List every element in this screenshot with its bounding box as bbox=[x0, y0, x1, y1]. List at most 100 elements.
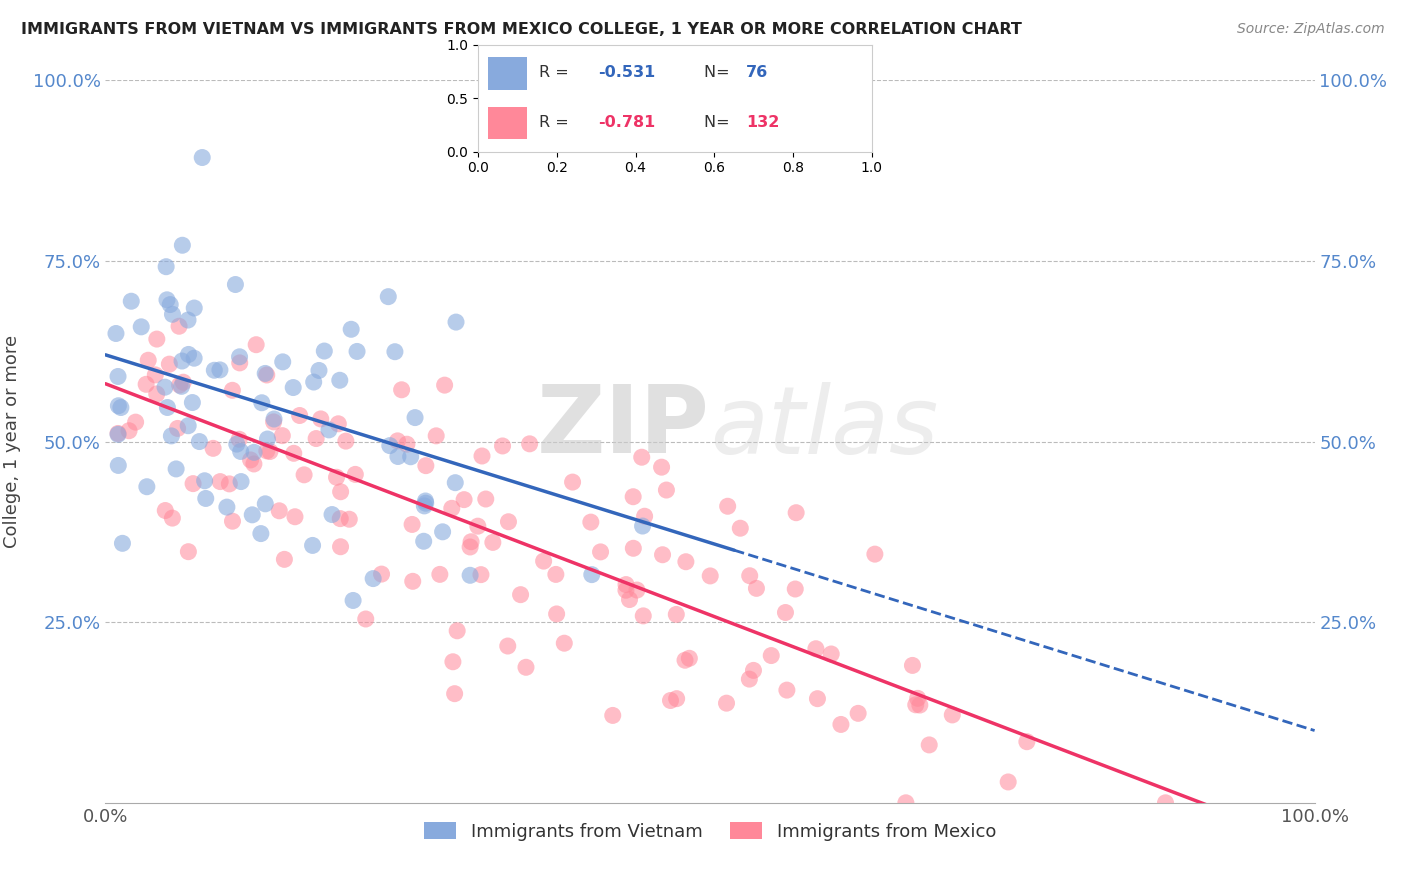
Text: N=: N= bbox=[704, 65, 735, 80]
Point bbox=[444, 315, 467, 329]
Point bbox=[172, 238, 194, 252]
Point bbox=[678, 651, 700, 665]
Point bbox=[245, 337, 267, 351]
Point bbox=[177, 544, 200, 558]
Point bbox=[384, 344, 406, 359]
Point bbox=[240, 508, 263, 522]
Point bbox=[153, 380, 176, 394]
Point bbox=[256, 368, 278, 382]
Point bbox=[188, 434, 211, 449]
Point bbox=[361, 572, 384, 586]
Point bbox=[433, 378, 456, 392]
Point bbox=[314, 344, 336, 359]
Point bbox=[283, 446, 305, 460]
Point bbox=[412, 534, 434, 549]
Point bbox=[675, 555, 697, 569]
Text: atlas: atlas bbox=[710, 382, 938, 473]
Point bbox=[183, 301, 205, 315]
Point bbox=[496, 639, 519, 653]
Point bbox=[224, 277, 246, 292]
Point bbox=[621, 490, 644, 504]
Point bbox=[446, 624, 468, 638]
Point bbox=[665, 691, 688, 706]
Point bbox=[288, 409, 311, 423]
Point bbox=[470, 567, 492, 582]
Point bbox=[111, 536, 134, 550]
Point bbox=[177, 313, 200, 327]
Point bbox=[208, 363, 231, 377]
Point bbox=[215, 500, 238, 515]
Point bbox=[209, 475, 232, 489]
Point bbox=[346, 344, 368, 359]
Point bbox=[181, 395, 204, 409]
Point bbox=[918, 738, 941, 752]
Point bbox=[413, 499, 436, 513]
Point bbox=[399, 450, 422, 464]
Point bbox=[181, 476, 204, 491]
Point bbox=[110, 401, 132, 415]
Point bbox=[440, 501, 463, 516]
Point bbox=[1154, 796, 1177, 810]
Point bbox=[321, 508, 343, 522]
Point bbox=[589, 545, 612, 559]
Point bbox=[284, 509, 307, 524]
Point bbox=[402, 574, 425, 589]
Point bbox=[337, 512, 360, 526]
Point bbox=[328, 417, 350, 431]
Point bbox=[730, 521, 752, 535]
Point bbox=[221, 384, 243, 398]
Point bbox=[159, 297, 181, 311]
Point bbox=[830, 717, 852, 731]
Point bbox=[221, 514, 243, 528]
Text: 132: 132 bbox=[745, 115, 779, 129]
Point bbox=[432, 524, 454, 539]
Point bbox=[194, 491, 217, 506]
Point bbox=[509, 588, 531, 602]
Point bbox=[806, 691, 828, 706]
Point bbox=[183, 351, 205, 366]
Point bbox=[243, 457, 266, 471]
Point bbox=[191, 151, 214, 165]
Point bbox=[533, 554, 555, 568]
Point bbox=[553, 636, 575, 650]
Y-axis label: College, 1 year or more: College, 1 year or more bbox=[3, 335, 21, 548]
Point bbox=[107, 458, 129, 473]
Point bbox=[172, 375, 194, 389]
Point bbox=[228, 356, 250, 370]
Point bbox=[761, 648, 783, 663]
Point bbox=[621, 541, 644, 556]
Point bbox=[415, 496, 437, 510]
Point bbox=[444, 475, 467, 490]
Point bbox=[292, 467, 315, 482]
Point bbox=[135, 480, 157, 494]
Point bbox=[218, 476, 240, 491]
Point bbox=[167, 319, 190, 334]
Point bbox=[329, 484, 352, 499]
Point bbox=[165, 462, 187, 476]
Point bbox=[425, 429, 447, 443]
Point bbox=[170, 379, 193, 393]
Point bbox=[229, 444, 252, 458]
Point bbox=[467, 519, 489, 533]
Point bbox=[254, 367, 277, 381]
Point bbox=[135, 377, 157, 392]
Point bbox=[785, 582, 807, 596]
Point bbox=[305, 432, 328, 446]
Point bbox=[378, 439, 401, 453]
Point bbox=[997, 775, 1019, 789]
Point bbox=[228, 432, 250, 446]
Point bbox=[626, 583, 648, 598]
Point bbox=[162, 307, 184, 321]
Point bbox=[146, 332, 169, 346]
Point bbox=[263, 415, 285, 429]
Point bbox=[202, 442, 225, 456]
Point bbox=[344, 467, 367, 482]
Point bbox=[243, 445, 266, 459]
Point bbox=[329, 540, 352, 554]
Point bbox=[429, 567, 451, 582]
Point bbox=[107, 427, 129, 442]
Point bbox=[894, 796, 917, 810]
Point bbox=[581, 567, 603, 582]
Point bbox=[820, 647, 842, 661]
Point bbox=[239, 453, 262, 467]
